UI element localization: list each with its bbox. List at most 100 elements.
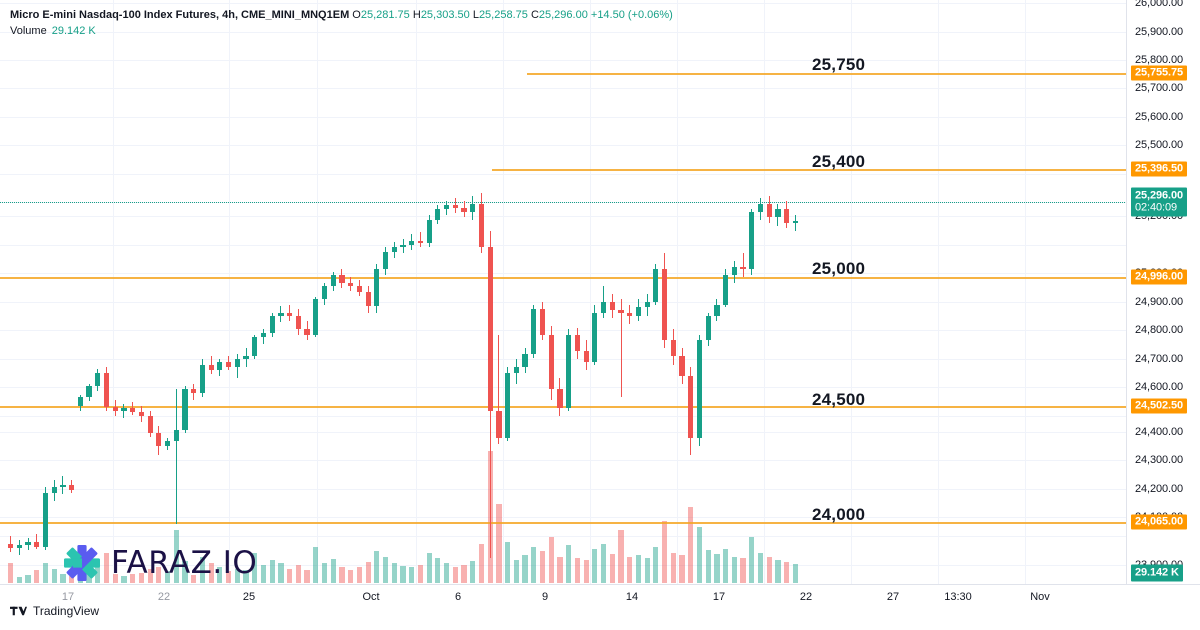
gridline-horizontal bbox=[0, 216, 1126, 217]
volume-bar bbox=[792, 563, 798, 583]
gridline-horizontal bbox=[0, 32, 1126, 33]
candle-wick bbox=[175, 389, 177, 525]
volume-bar bbox=[173, 530, 179, 583]
candle-body bbox=[42, 492, 49, 548]
candle-body bbox=[217, 361, 223, 371]
price-axis-label: 24,800.00 bbox=[1135, 324, 1184, 336]
volume-bar bbox=[278, 563, 284, 583]
candle-body bbox=[539, 308, 546, 335]
volume-bar bbox=[513, 559, 519, 583]
current-price-value: 25,296.00 bbox=[1135, 189, 1184, 202]
volume-bar bbox=[103, 552, 110, 583]
price-level-badge[interactable]: 25,396.50 bbox=[1131, 161, 1188, 177]
candle-body bbox=[226, 361, 232, 367]
volume-bar bbox=[696, 527, 703, 583]
volume-bar bbox=[444, 563, 450, 583]
volume-value-badge[interactable]: 29.142 K bbox=[1131, 564, 1183, 582]
price-level-badge[interactable]: 24,502.50 bbox=[1131, 398, 1188, 414]
candle-body bbox=[112, 406, 118, 411]
time-axis-label: 17 bbox=[712, 591, 726, 603]
candle-body bbox=[505, 372, 511, 439]
chart-legend: Micro E-mini Nasdaq-100 Index Futures, 4… bbox=[10, 8, 673, 39]
volume-bar bbox=[592, 548, 598, 583]
volume-bar bbox=[391, 563, 397, 583]
volume-bar bbox=[618, 530, 624, 583]
time-axis-label: 13:30 bbox=[944, 591, 972, 603]
legend-volume-label[interactable]: Volume bbox=[10, 25, 47, 37]
candle-body bbox=[566, 334, 572, 409]
gridline-horizontal bbox=[0, 302, 1126, 303]
price-level-badge[interactable]: 24,996.00 bbox=[1131, 269, 1188, 285]
candle-wick bbox=[498, 334, 500, 444]
price-axis-label: 24,300.00 bbox=[1135, 454, 1184, 466]
volume-bar bbox=[382, 556, 389, 583]
volume-bar bbox=[8, 563, 14, 583]
faraz-io-watermark: FARAZ.IO bbox=[62, 543, 257, 583]
volume-bar bbox=[86, 571, 92, 583]
candle-body bbox=[103, 372, 110, 407]
gridline-horizontal bbox=[0, 460, 1126, 461]
gridline-vertical bbox=[229, 0, 230, 584]
volume-bar bbox=[766, 556, 772, 583]
volume-bar bbox=[505, 542, 511, 583]
gridline-horizontal bbox=[0, 489, 1126, 490]
volume-bar bbox=[723, 548, 729, 583]
candle-body bbox=[426, 220, 432, 244]
gridline-horizontal bbox=[0, 145, 1126, 146]
time-axis-label: 9 bbox=[541, 591, 549, 603]
price-level-line-25750[interactable] bbox=[527, 73, 1126, 75]
tradingview-brand[interactable]: TradingView bbox=[10, 604, 99, 618]
volume-bar bbox=[531, 546, 537, 583]
legend-symbol[interactable]: Micro E-mini Nasdaq-100 Index Futures, 4… bbox=[10, 9, 350, 21]
legend-open-value: 25,281.75 bbox=[360, 9, 410, 21]
price-level-annotation: 25,400 bbox=[812, 152, 866, 171]
candle-body bbox=[723, 274, 729, 305]
price-level-line-24500[interactable] bbox=[0, 406, 1126, 408]
price-scale[interactable]: 26,000.00 25,900.00 25,800.00 25,700.00 25,6… bbox=[1127, 0, 1200, 585]
time-scale[interactable]: 17 22 25 Oct 6 9 14 17 22 27 13:30 Nov bbox=[0, 585, 1127, 611]
chart-plot-area[interactable]: 25,750 25,400 25,000 24,500 24,000 FARAZ.IO … bbox=[0, 0, 1127, 585]
price-level-badge[interactable]: 25,755.75 bbox=[1131, 65, 1188, 81]
candle-body bbox=[452, 205, 458, 208]
volume-bar bbox=[714, 554, 720, 583]
price-level-line-25400[interactable] bbox=[492, 169, 1126, 171]
candle-wick bbox=[794, 214, 796, 232]
bar-countdown: 02:40:09 bbox=[1135, 201, 1178, 214]
volume-bar bbox=[260, 564, 267, 583]
candle-body bbox=[304, 329, 310, 335]
candle-body bbox=[382, 251, 389, 270]
volume-bar bbox=[16, 577, 22, 583]
current-price-line bbox=[0, 202, 1126, 203]
price-axis-label: 24,200.00 bbox=[1135, 483, 1184, 495]
price-axis-label: 25,800.00 bbox=[1135, 54, 1184, 66]
volume-bar bbox=[600, 543, 607, 583]
volume-bar bbox=[574, 558, 580, 583]
time-axis-label: 25 bbox=[242, 591, 256, 603]
price-level-badge[interactable]: 24,065.00 bbox=[1131, 514, 1188, 530]
legend-open-label: O bbox=[352, 9, 361, 21]
price-level-line-24000[interactable] bbox=[0, 522, 1126, 524]
candle-body bbox=[77, 397, 83, 406]
current-price-badge[interactable]: 25,296.00 02:40:09 bbox=[1131, 187, 1188, 217]
gridline-horizontal bbox=[0, 565, 1126, 566]
price-axis-label: 24,900.00 bbox=[1135, 296, 1184, 308]
candle-body bbox=[461, 207, 467, 213]
legend-high-value: 25,303.50 bbox=[420, 9, 470, 21]
volume-bar bbox=[740, 558, 746, 583]
volume-bar bbox=[496, 504, 502, 583]
candle-body bbox=[583, 351, 589, 362]
candle-body bbox=[330, 274, 336, 286]
price-level-line-25000[interactable] bbox=[0, 277, 1126, 279]
volume-bar bbox=[522, 555, 528, 583]
candle-wick bbox=[742, 252, 744, 278]
candle-body bbox=[208, 364, 214, 371]
candle-body bbox=[287, 312, 293, 317]
candle-body bbox=[69, 484, 75, 490]
candle-body bbox=[400, 244, 406, 248]
candle-body bbox=[644, 301, 650, 308]
tradingview-logo-icon bbox=[10, 606, 27, 616]
candle-body bbox=[688, 375, 694, 439]
volume-bar bbox=[470, 561, 476, 583]
gridline-horizontal bbox=[0, 174, 1126, 175]
volume-bar bbox=[51, 568, 57, 583]
